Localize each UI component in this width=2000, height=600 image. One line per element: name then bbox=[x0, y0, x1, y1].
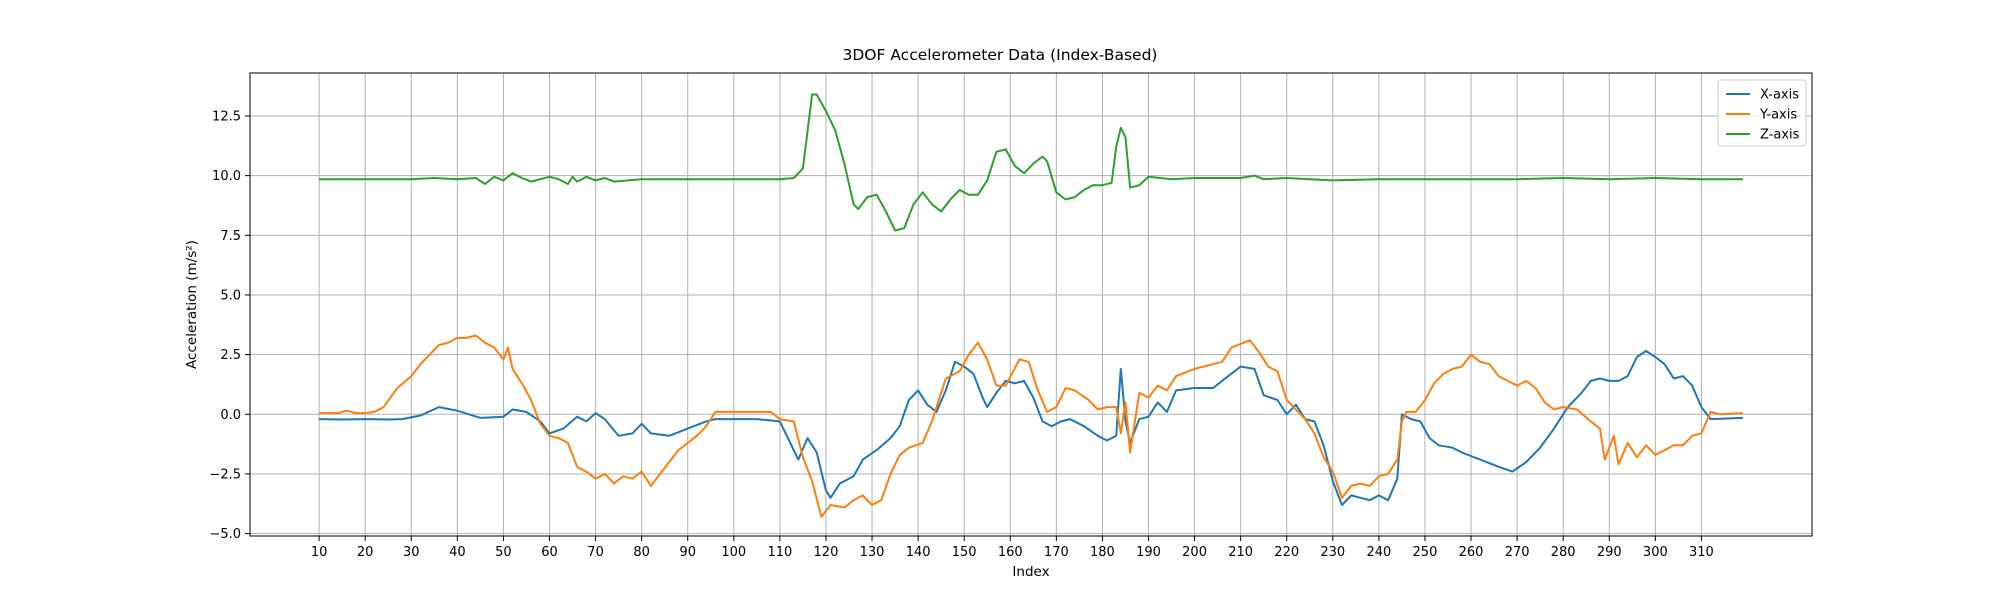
y-tick-label: 12.5 bbox=[212, 109, 241, 124]
x-tick-label: 200 bbox=[1182, 545, 1207, 560]
y-axis-ticks: −5.0 −2.5 0.0 2.5 5.0 7.5 10.0 12.5 bbox=[209, 109, 250, 542]
x-tick-label: 160 bbox=[998, 545, 1023, 560]
x-tick-label: 30 bbox=[403, 545, 420, 560]
x-tick-label: 280 bbox=[1551, 545, 1576, 560]
legend-label: Y-axis bbox=[1759, 108, 1797, 123]
x-tick-label: 170 bbox=[1044, 545, 1069, 560]
x-tick-label: 290 bbox=[1597, 545, 1622, 560]
series-line-y-axis bbox=[319, 334, 1743, 518]
x-tick-label: 210 bbox=[1228, 545, 1253, 560]
series-line-x-axis bbox=[319, 350, 1743, 506]
legend-label: X-axis bbox=[1760, 88, 1799, 103]
y-tick-label: 7.5 bbox=[220, 229, 241, 244]
legend: X-axis Y-axis Z-axis bbox=[1717, 79, 1807, 147]
x-tick-label: 40 bbox=[449, 545, 466, 560]
x-tick-label: 230 bbox=[1320, 545, 1345, 560]
legend-box bbox=[1717, 79, 1807, 147]
x-tick-label: 240 bbox=[1366, 545, 1391, 560]
grid-lines bbox=[250, 73, 1812, 536]
y-tick-label: 2.5 bbox=[220, 348, 241, 363]
legend-label: Z-axis bbox=[1760, 128, 1800, 143]
y-axis-label: Acceleration (m/s²) bbox=[184, 240, 200, 369]
x-tick-label: 220 bbox=[1274, 545, 1299, 560]
x-tick-label: 180 bbox=[1090, 545, 1115, 560]
x-axis-ticks: 10 20 30 40 50 60 70 80 90 100 110 120 130 140 150 160 1… bbox=[311, 536, 1714, 560]
y-tick-label: −5.0 bbox=[209, 527, 241, 542]
series-line-z-axis bbox=[319, 93, 1743, 232]
x-tick-label: 120 bbox=[814, 545, 839, 560]
x-tick-label: 250 bbox=[1413, 545, 1438, 560]
y-tick-label: 10.0 bbox=[212, 169, 241, 184]
x-tick-label: 260 bbox=[1459, 545, 1484, 560]
x-tick-label: 270 bbox=[1505, 545, 1530, 560]
plot-frame bbox=[249, 72, 1813, 537]
x-tick-label: 310 bbox=[1689, 545, 1714, 560]
x-axis-label: Index bbox=[1012, 564, 1049, 580]
x-tick-label: 70 bbox=[587, 545, 604, 560]
x-tick-label: 10 bbox=[311, 545, 328, 560]
x-tick-label: 130 bbox=[860, 545, 885, 560]
x-tick-label: 20 bbox=[357, 545, 374, 560]
chart-title: 3DOF Accelerometer Data (Index-Based) bbox=[842, 46, 1158, 64]
x-tick-label: 110 bbox=[767, 545, 792, 560]
x-tick-label: 140 bbox=[906, 545, 931, 560]
x-tick-label: 300 bbox=[1643, 545, 1668, 560]
x-tick-label: 150 bbox=[952, 545, 977, 560]
x-tick-label: 50 bbox=[495, 545, 512, 560]
x-tick-label: 80 bbox=[633, 545, 650, 560]
x-tick-label: 90 bbox=[679, 545, 696, 560]
series-lines bbox=[319, 93, 1743, 518]
x-tick-label: 190 bbox=[1136, 545, 1161, 560]
y-tick-label: −2.5 bbox=[209, 467, 241, 482]
y-tick-label: 5.0 bbox=[220, 288, 241, 303]
x-tick-label: 100 bbox=[721, 545, 746, 560]
y-tick-label: 0.0 bbox=[220, 408, 241, 423]
x-tick-label: 60 bbox=[541, 545, 558, 560]
